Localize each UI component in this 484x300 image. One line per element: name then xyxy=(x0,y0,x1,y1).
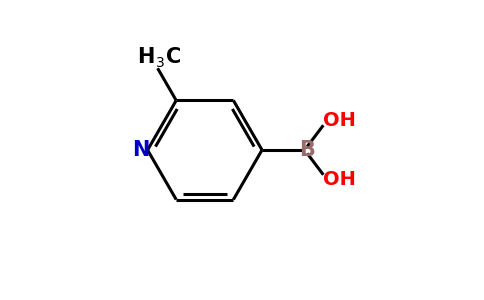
Text: N: N xyxy=(133,140,150,160)
Text: 3: 3 xyxy=(156,56,165,70)
Text: C: C xyxy=(166,47,181,67)
Text: OH: OH xyxy=(323,111,356,130)
Text: OH: OH xyxy=(323,169,356,189)
Text: B: B xyxy=(299,140,315,160)
Text: H: H xyxy=(137,47,155,67)
